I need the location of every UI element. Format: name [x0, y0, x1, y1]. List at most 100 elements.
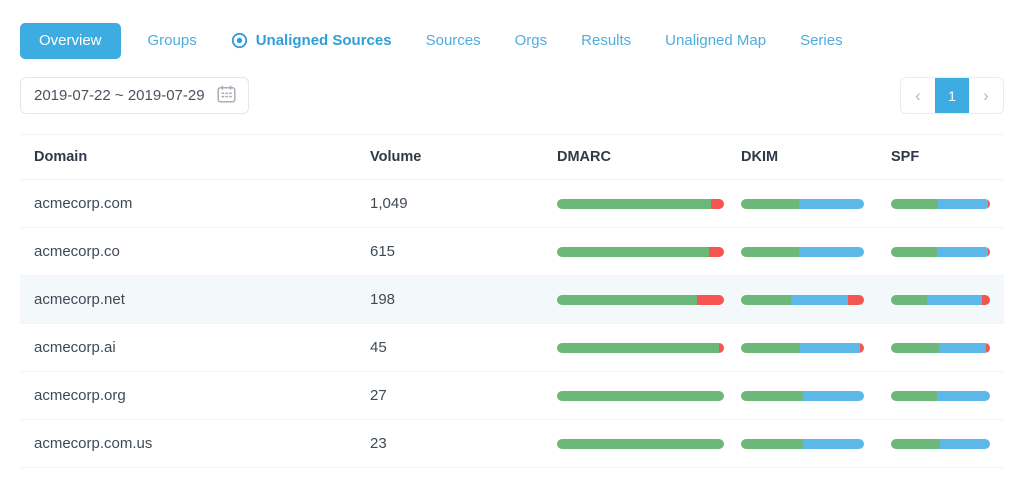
domains-table: Domain Volume DMARC DKIM SPF acmecorp.co…: [20, 134, 1004, 468]
bar-segment-red: [860, 342, 864, 353]
dashboard-page: Overview Groups Unaligned Sources Sources Or…: [20, 22, 1004, 468]
bar-segment-blue: [939, 438, 990, 449]
bar-segment-blue: [802, 390, 864, 401]
bar-segment-green: [557, 342, 719, 353]
dkim-cell: [741, 227, 891, 276]
dmarc-bar: [557, 198, 724, 209]
spf-bar: [891, 198, 990, 209]
bar-segment-red: [988, 246, 990, 257]
volume-cell: 27: [370, 371, 557, 420]
spf-cell: [891, 419, 1004, 468]
tab-unaligned-map[interactable]: Unaligned Map: [665, 22, 766, 59]
spf-cell: [891, 227, 1004, 276]
bar-segment-red: [988, 198, 990, 209]
dmarc-bar: [557, 438, 724, 449]
bar-segment-green: [741, 438, 803, 449]
tab-orgs[interactable]: Orgs: [515, 22, 548, 59]
volume-cell: 45: [370, 323, 557, 372]
dkim-cell: [741, 275, 891, 324]
bar-segment-blue: [936, 390, 990, 401]
tab-label: Unaligned Sources: [255, 32, 392, 49]
bar-segment-green: [741, 246, 799, 257]
bar-segment-blue: [937, 198, 988, 209]
next-page-button[interactable]: ›: [969, 78, 1003, 113]
volume-cell: 198: [370, 275, 557, 324]
spf-bar: [891, 390, 990, 401]
target-icon: [231, 32, 248, 49]
bar-segment-blue: [926, 294, 983, 305]
bar-segment-red: [708, 246, 724, 257]
date-range-picker[interactable]: 2019-07-22 ~ 2019-07-29: [20, 77, 249, 114]
volume-cell: 615: [370, 227, 557, 276]
bar-segment-green: [557, 198, 711, 209]
spf-bar: [891, 246, 990, 257]
bar-segment-blue: [936, 246, 988, 257]
tab-label: Unaligned Map: [665, 32, 767, 49]
tab-series[interactable]: Series: [800, 22, 843, 59]
bar-segment-green: [557, 294, 698, 305]
bar-segment-green: [891, 342, 939, 353]
dmarc-cell: [557, 227, 741, 276]
column-header-dmarc: DMARC: [557, 134, 741, 180]
bar-segment-green: [741, 342, 801, 353]
dkim-cell: [741, 323, 891, 372]
dkim-cell: [741, 371, 891, 420]
bar-segment-red: [718, 342, 724, 353]
table-row[interactable]: acmecorp.com.us 23: [20, 419, 1004, 468]
table-row[interactable]: acmecorp.ai 45: [20, 323, 1004, 372]
column-header-volume: Volume: [370, 134, 557, 180]
tab-results[interactable]: Results: [581, 22, 631, 59]
table-row[interactable]: acmecorp.co 615: [20, 227, 1004, 276]
bar-segment-green: [557, 390, 724, 401]
dmarc-bar: [557, 342, 724, 353]
bar-segment-green: [557, 246, 709, 257]
dkim-bar: [741, 390, 864, 401]
bar-segment-blue: [938, 342, 987, 353]
tab-label: Series: [800, 32, 843, 49]
bar-segment-green: [891, 438, 940, 449]
tab-groups[interactable]: Groups: [148, 22, 197, 59]
bar-segment-red: [848, 294, 864, 305]
domain-cell: acmecorp.ai: [20, 323, 370, 372]
bar-segment-red: [986, 342, 990, 353]
dkim-bar: [741, 438, 864, 449]
toolbar: 2019-07-22 ~ 2019-07-29 ‹ 1 ›: [20, 77, 1004, 114]
spf-bar: [891, 294, 990, 305]
dmarc-cell: [557, 323, 741, 372]
bar-segment-red: [710, 198, 724, 209]
dmarc-cell: [557, 371, 741, 420]
tab-label: Orgs: [514, 32, 548, 49]
dkim-cell: [741, 419, 891, 468]
page-number-button[interactable]: 1: [935, 78, 969, 113]
dmarc-cell: [557, 275, 741, 324]
volume-cell: 23: [370, 419, 557, 468]
table-header-row: Domain Volume DMARC DKIM SPF: [20, 134, 1004, 180]
dmarc-bar: [557, 390, 724, 401]
tab-sources[interactable]: Sources: [426, 22, 481, 59]
table-row[interactable]: acmecorp.net 198: [20, 275, 1004, 324]
bar-segment-green: [891, 246, 937, 257]
bar-segment-green: [891, 198, 938, 209]
table-row[interactable]: acmecorp.com 1,049: [20, 179, 1004, 228]
dkim-bar: [741, 198, 864, 209]
bar-segment-blue: [798, 198, 864, 209]
spf-bar: [891, 438, 990, 449]
dkim-bar: [741, 342, 864, 353]
dkim-bar: [741, 294, 864, 305]
tab-overview[interactable]: Overview: [20, 22, 121, 59]
calendar-icon: [217, 85, 236, 107]
spf-cell: [891, 275, 1004, 324]
bar-segment-green: [741, 294, 792, 305]
pagination: ‹ 1 ›: [900, 77, 1004, 114]
dmarc-bar: [557, 246, 724, 257]
dkim-bar: [741, 246, 864, 257]
tab-label: Groups: [147, 32, 197, 49]
table-row[interactable]: acmecorp.org 27: [20, 371, 1004, 420]
dmarc-bar: [557, 294, 724, 305]
column-header-spf: SPF: [891, 134, 1004, 180]
spf-bar: [891, 342, 990, 353]
bar-segment-green: [741, 198, 799, 209]
tab-unaligned-sources[interactable]: Unaligned Sources: [231, 22, 392, 59]
prev-page-button[interactable]: ‹: [901, 78, 935, 113]
tab-bar: Overview Groups Unaligned Sources Sources Or…: [20, 22, 1004, 59]
